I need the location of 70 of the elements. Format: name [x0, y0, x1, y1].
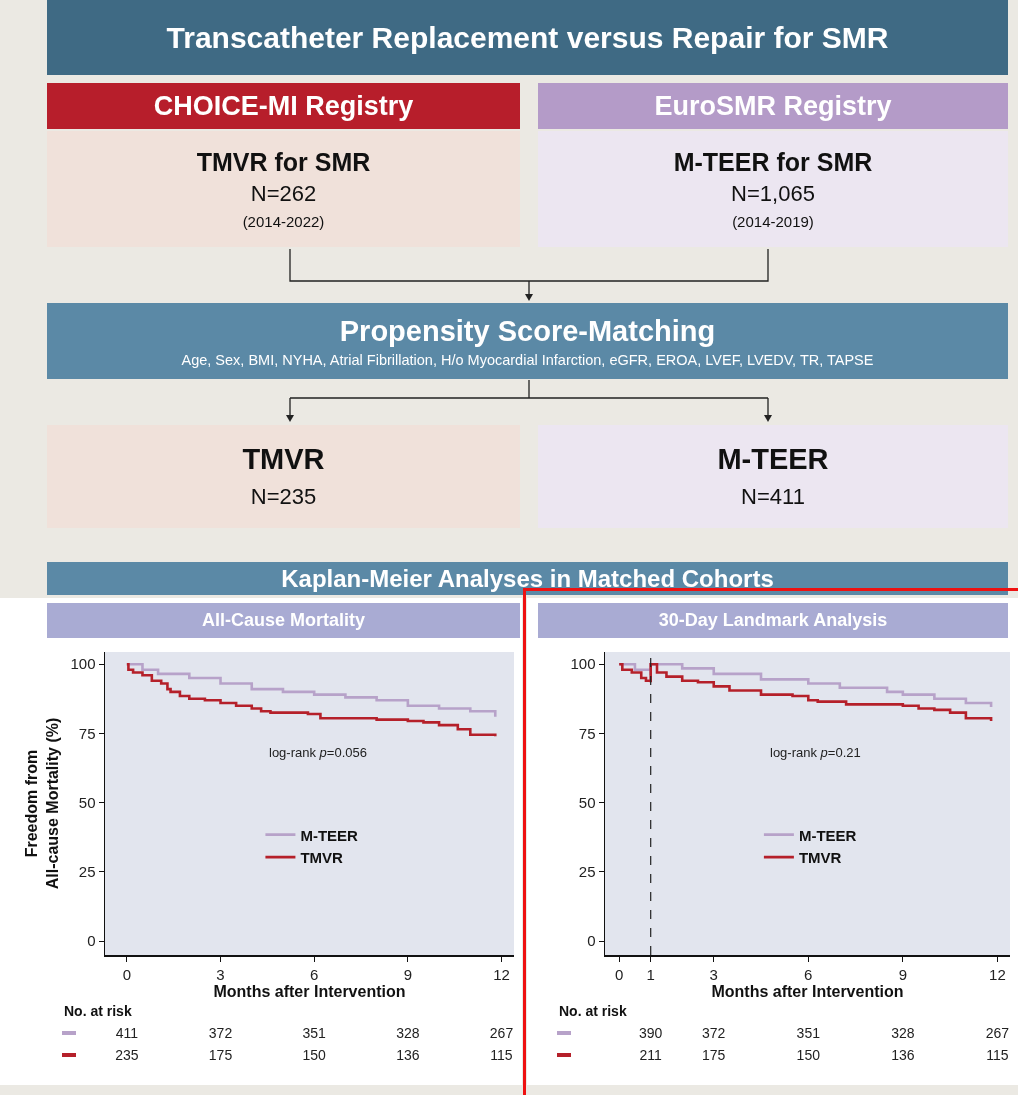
text: CHOICE-MI Registry [153, 90, 414, 122]
text: 211 [638, 1047, 663, 1063]
legend-label: M-TEER [300, 826, 359, 844]
text: M-TEER for SMR [673, 148, 873, 177]
text: 150 [795, 1047, 821, 1063]
legend-label: TMVR [300, 849, 344, 867]
text: 136 [890, 1047, 916, 1063]
legend-label: M-TEER [798, 826, 857, 844]
y-tick-label: 75 [578, 724, 596, 742]
text: 328 [395, 1025, 421, 1041]
text: 175 [701, 1047, 727, 1063]
text: TMVR for SMR [196, 148, 371, 177]
text: 351 [301, 1025, 327, 1041]
text: N=262 [250, 181, 317, 207]
legend-label: TMVR [798, 849, 842, 867]
y-axis-title: Freedom from All-cause Mortality (%) [22, 717, 61, 890]
x-tick-label: 12 [989, 965, 1006, 983]
text: M-TEER [717, 443, 829, 476]
text: No. at risk [64, 1003, 132, 1019]
text: 150 [301, 1047, 327, 1063]
y-tick-label: 100 [570, 655, 596, 673]
x-tick-label: 0 [122, 965, 132, 983]
text: Propensity Score-Matching [339, 314, 716, 348]
y-tick-label: 100 [70, 655, 96, 673]
x-tick-label: 1 [646, 965, 655, 983]
text: 328 [890, 1025, 916, 1041]
text: N=411 [741, 484, 805, 510]
y-tick-label: 0 [587, 932, 596, 950]
text: 372 [207, 1025, 234, 1041]
text: 235 [114, 1047, 140, 1063]
text: 372 [701, 1025, 727, 1041]
x-tick-label: 9 [403, 965, 413, 983]
text: (2014-2019) [732, 213, 814, 230]
y-tick-label: 25 [78, 863, 96, 881]
x-tick-label: 9 [898, 965, 908, 983]
text: 411 [114, 1025, 139, 1041]
chart-title: 30-Day Landmark Analysis [658, 610, 888, 631]
y-tick-label: 50 [78, 793, 96, 811]
y-tick-label: 50 [578, 793, 596, 811]
x-tick-label: 6 [310, 965, 319, 983]
text: 115 [489, 1047, 514, 1063]
x-axis-title: Months after Intervention [213, 982, 406, 1000]
x-tick-label: 0 [615, 965, 624, 983]
y-tick-label: 25 [578, 863, 596, 881]
text: 351 [795, 1025, 821, 1041]
text: Kaplan-Meier Analyses in Matched Cohorts [281, 564, 774, 593]
text: 390 [638, 1025, 664, 1041]
x-tick-label: 6 [804, 965, 813, 983]
text: 267 [488, 1025, 515, 1041]
text: (2014-2022) [242, 213, 325, 230]
text: Transcatheter Replacement versus Repair for SMR [166, 20, 889, 55]
annotation: log-rank p=0.056 [269, 745, 367, 760]
text: 267 [984, 1025, 1011, 1041]
text: N=1,065 [731, 181, 815, 207]
annotation: log-rank p=0.21 [770, 745, 861, 760]
x-tick-label: 12 [493, 965, 510, 983]
text: TMVR [242, 443, 325, 476]
x-tick-label: 3 [709, 965, 718, 983]
chart-title: All-Cause Mortality [201, 610, 366, 631]
text: No. at risk [559, 1003, 627, 1019]
text: 136 [395, 1047, 421, 1063]
text: 175 [207, 1047, 234, 1063]
text: 115 [985, 1047, 1010, 1063]
x-tick-label: 3 [216, 965, 225, 983]
x-axis-title: Months after Intervention [711, 982, 904, 1000]
y-tick-label: 0 [87, 932, 96, 950]
text: Age, Sex, BMI, NYHA, Atrial Fibrillation, H/o Myocardial Infarction, eGFR, EROA, LVEF, LVEDV, TR, TAPSE [181, 351, 874, 368]
y-tick-label: 75 [78, 724, 96, 742]
text: EuroSMR Registry [654, 90, 892, 122]
text: N=235 [250, 484, 317, 510]
